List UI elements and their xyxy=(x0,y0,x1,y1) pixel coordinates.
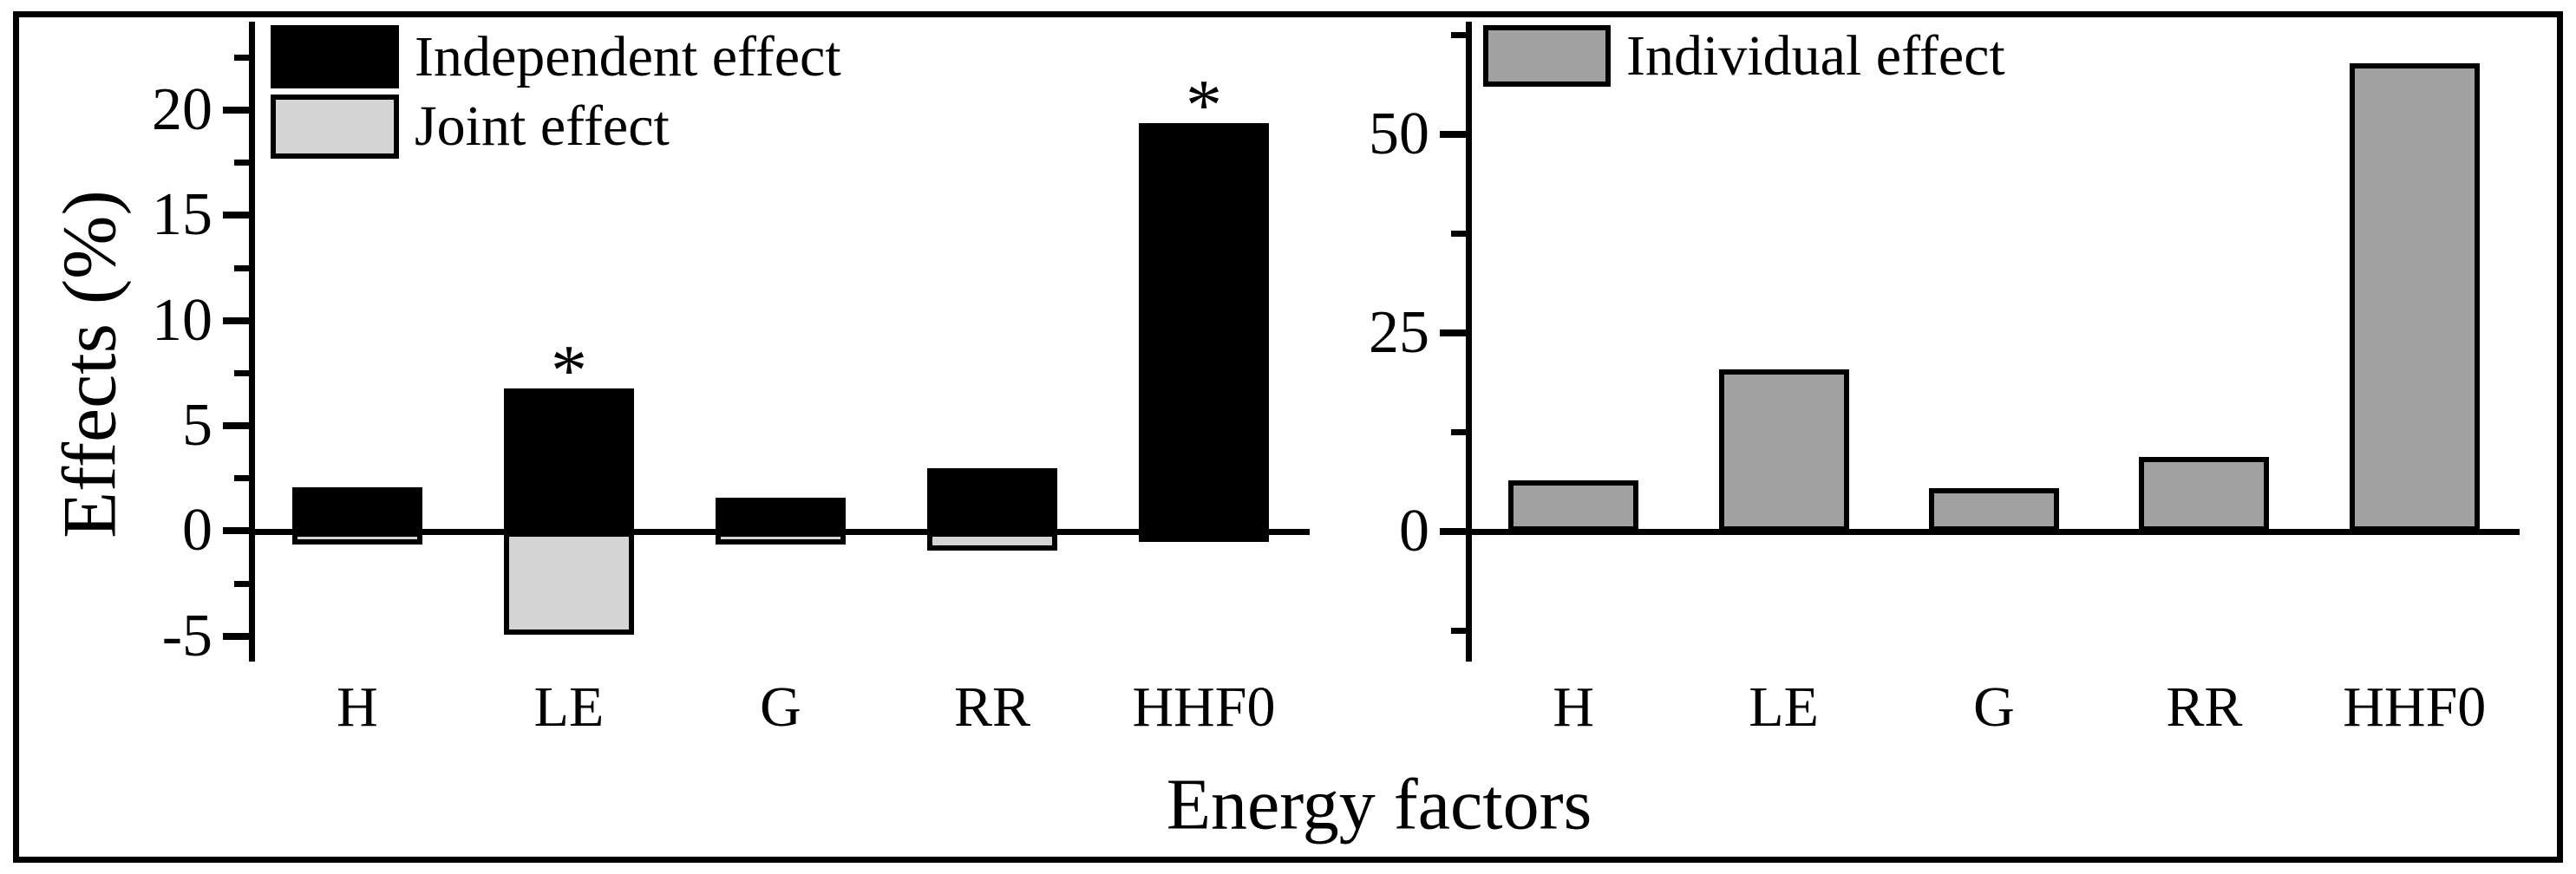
y-tick-label: 10 xyxy=(152,286,212,354)
y-tick-label: 50 xyxy=(1369,101,1429,168)
legend-item-independent-effect: Independent effect xyxy=(271,25,841,88)
y-axis-minor-tick xyxy=(233,580,249,587)
significance-asterisk-HHF0: * xyxy=(1186,65,1222,147)
x-category-label-LE: LE xyxy=(1749,675,1819,739)
y-axis-line xyxy=(1465,22,1472,662)
legend-label-individual-effect: Individual effect xyxy=(1626,23,2005,88)
y-tick-label: 0 xyxy=(182,497,212,564)
y-axis-minor-tick xyxy=(233,475,249,482)
y-axis-major-tick xyxy=(222,422,249,430)
y-axis-line xyxy=(248,22,255,662)
x-axis-line xyxy=(248,528,1310,535)
y-axis-minor-tick xyxy=(233,264,249,271)
y-axis-major-tick xyxy=(222,212,249,219)
y-axis-major-tick xyxy=(222,316,249,324)
y-axis-minor-tick xyxy=(1450,230,1466,237)
x-category-label-H: H xyxy=(1553,675,1595,739)
y-tick-label: 15 xyxy=(152,181,212,249)
y-tick-label: 5 xyxy=(182,392,212,460)
x-category-label-HHF0: HHF0 xyxy=(1132,675,1276,739)
legend-swatch-independent-effect xyxy=(271,25,399,88)
x-category-label-RR: RR xyxy=(2166,675,2243,739)
y-axis-minor-tick xyxy=(1450,428,1466,435)
x-axis-title: Energy factors xyxy=(1166,764,1592,845)
y-axis-major-tick xyxy=(1439,131,1466,139)
significance-asterisk-LE: * xyxy=(551,329,587,411)
legend-label-independent-effect: Independent effect xyxy=(415,24,841,88)
bar-individual-effect-HHF0 xyxy=(2349,62,2480,532)
y-tick-label: -5 xyxy=(161,602,212,669)
x-category-label-RR: RR xyxy=(953,675,1031,739)
y-tick-label: 20 xyxy=(152,75,212,143)
y-axis-minor-tick xyxy=(233,160,249,166)
x-category-label-G: G xyxy=(760,675,801,739)
y-tick-label: 0 xyxy=(1399,497,1429,564)
bar-individual-effect-RR xyxy=(2139,456,2270,532)
bar-individual-effect-LE xyxy=(1718,369,1849,532)
legend-swatch-individual-effect xyxy=(1483,25,1611,87)
legend-item-individual-effect: Individual effect xyxy=(1483,25,2005,87)
figure-border xyxy=(13,11,2563,863)
y-axis-major-tick xyxy=(222,106,249,114)
x-category-label-H: H xyxy=(337,675,378,739)
y-axis-major-tick xyxy=(222,632,249,640)
bar-independent-effect-HHF0 xyxy=(1139,123,1269,532)
y-axis-major-tick xyxy=(1439,329,1466,336)
y-axis-minor-tick xyxy=(1450,627,1466,634)
y-axis-minor-tick xyxy=(233,54,249,61)
bar-individual-effect-H xyxy=(1508,480,1639,532)
legend-label-joint-effect: Joint effect xyxy=(415,95,670,158)
y-axis-minor-tick xyxy=(233,369,249,376)
bar-individual-effect-G xyxy=(1929,487,2059,532)
x-category-label-LE: LE xyxy=(533,675,605,739)
x-axis-line xyxy=(1465,528,2520,535)
y-axis-title: Effects (%) xyxy=(48,190,133,538)
x-category-label-G: G xyxy=(1973,675,2015,739)
y-axis-major-tick xyxy=(1439,527,1466,535)
x-category-label-HHF0: HHF0 xyxy=(2343,675,2487,739)
y-axis-major-tick xyxy=(222,527,249,535)
legend-item-joint-effect: Joint effect xyxy=(271,95,670,159)
bar-independent-effect-RR xyxy=(927,468,1057,532)
legend-swatch-joint-effect xyxy=(271,95,399,159)
y-tick-label: 25 xyxy=(1369,298,1429,366)
y-axis-minor-tick xyxy=(1450,32,1466,39)
